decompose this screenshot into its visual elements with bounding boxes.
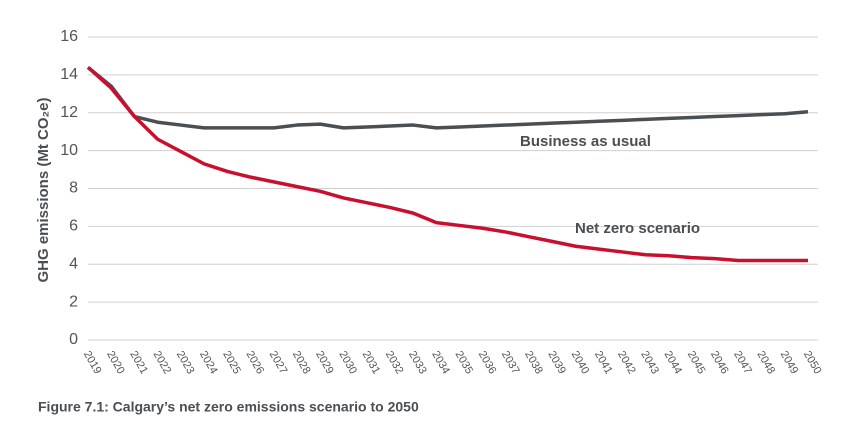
x-tick-label: 2030: [336, 349, 359, 376]
x-tick-label: 2042: [615, 349, 638, 376]
x-tick-label: 2045: [685, 349, 708, 376]
x-tick-label: 2033: [406, 349, 429, 376]
x-tick-label: 2036: [476, 349, 499, 376]
x-tick-label: 2050: [801, 349, 824, 376]
x-tick-label: 2029: [313, 349, 336, 376]
x-tick-label: 2046: [708, 349, 731, 376]
y-tick-label: 10: [60, 142, 78, 159]
y-tick-label: 16: [60, 28, 78, 45]
series-label: Business as usual: [520, 133, 651, 150]
x-tick-label: 2044: [662, 349, 685, 376]
x-tick-label: 2038: [522, 349, 545, 376]
x-tick-label: 2043: [638, 349, 661, 376]
x-tick-label: 2026: [243, 349, 266, 376]
x-tick-label: 2022: [151, 349, 174, 376]
line: [86, 65, 809, 130]
y-tick-label: 8: [69, 180, 78, 197]
x-tick-label: 2039: [545, 349, 568, 376]
x-tick-label: 2028: [290, 349, 313, 376]
y-axis-title: GHG emissions (Mt CO₂e): [35, 97, 52, 282]
series-label: Net zero scenario: [575, 220, 700, 237]
x-tick-label: 2032: [383, 349, 406, 376]
x-tick-label: 2031: [360, 349, 383, 376]
x-tick-label: 2035: [452, 349, 475, 376]
x-tick-label: 2047: [731, 349, 754, 376]
x-tick-label: 2025: [220, 349, 243, 376]
caption: Figure 7.1: Calgary’s net zero emissions…: [38, 399, 419, 415]
x-tick-label: 2037: [499, 349, 522, 376]
x-tick-label: 2021: [127, 349, 150, 376]
x-tick-label: 2048: [754, 349, 777, 376]
x-tick-label: 2020: [104, 349, 127, 376]
x-tick-label: 2049: [778, 349, 801, 376]
y-tick-label: 4: [69, 255, 78, 272]
line: [86, 65, 808, 263]
x-tick-label: 2041: [592, 349, 615, 376]
y-tick-label: 6: [69, 218, 78, 235]
x-tick-label: 2023: [174, 349, 197, 376]
x-tick-label: 2024: [197, 349, 220, 376]
x-tick-label: 2034: [429, 349, 452, 376]
x-tick-label: 2019: [81, 349, 104, 376]
y-tick-label: 0: [69, 331, 78, 348]
x-tick-label: 2040: [569, 349, 592, 376]
y-tick-label: 14: [60, 66, 78, 83]
y-tick-label: 2: [69, 293, 78, 310]
y-tick-label: 12: [60, 104, 78, 121]
x-tick-label: 2027: [267, 349, 290, 376]
